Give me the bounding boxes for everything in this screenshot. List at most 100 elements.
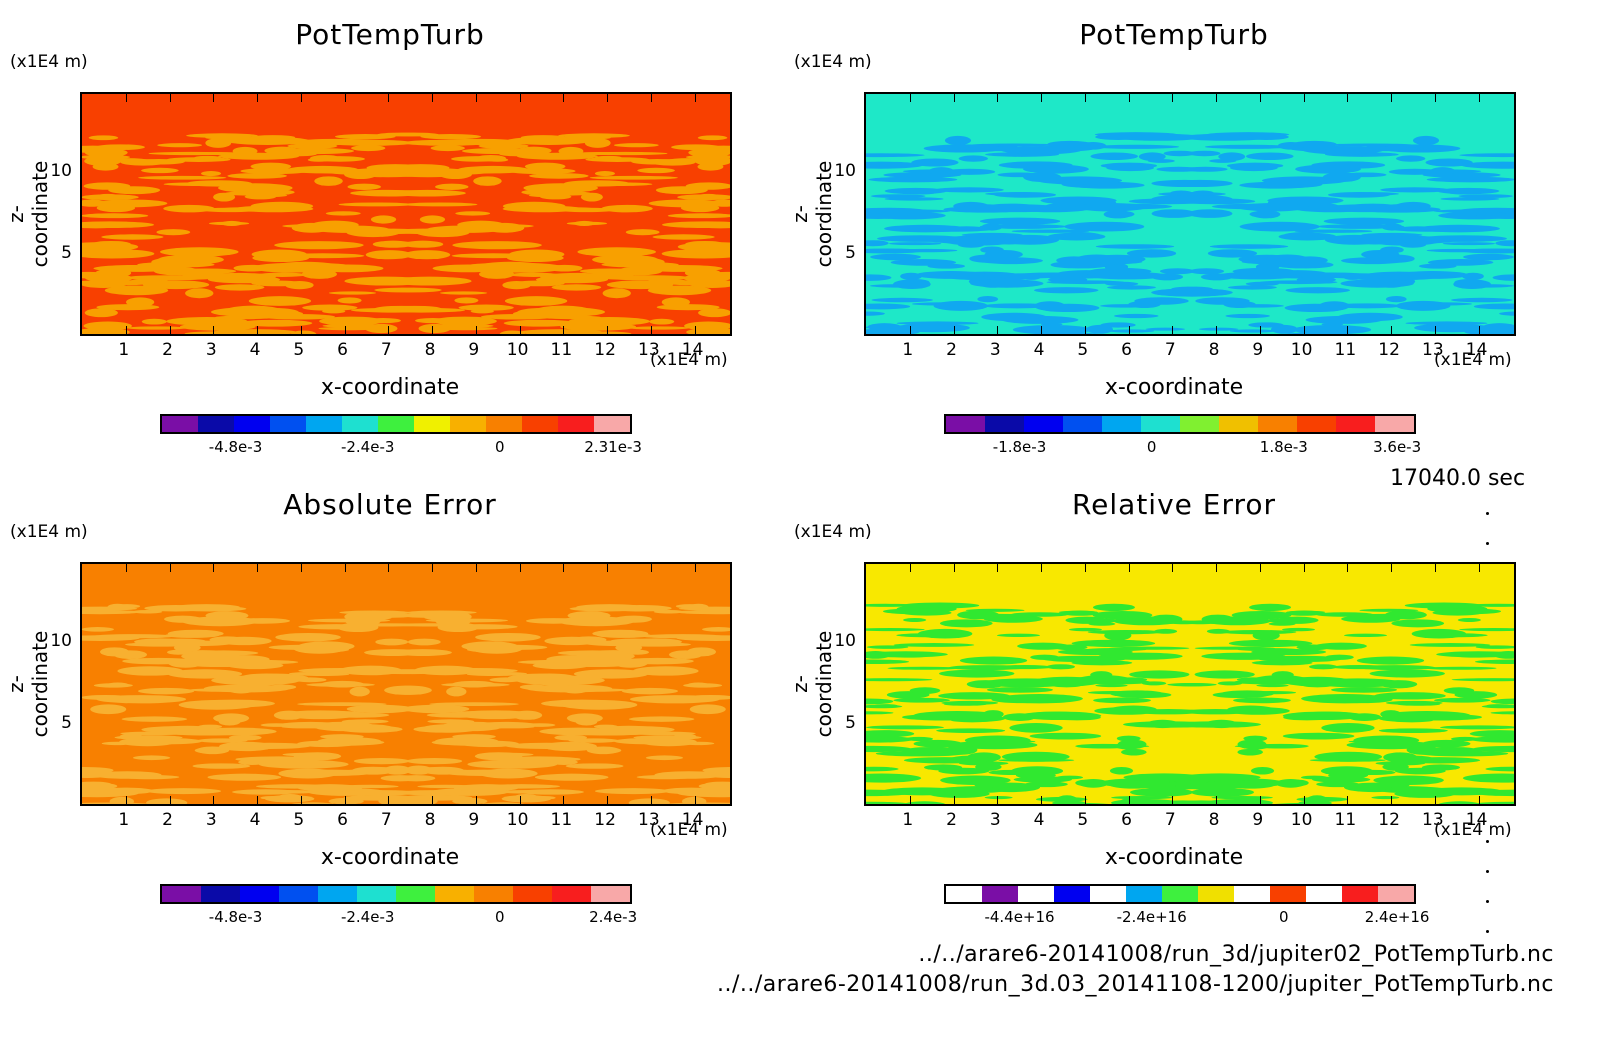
z-unit-label: (x1E4 m) xyxy=(10,52,88,72)
heatmap-blob xyxy=(167,730,248,736)
plot-area xyxy=(80,562,732,806)
heatmap-blob xyxy=(1396,155,1426,162)
heatmap-blob xyxy=(1179,773,1261,782)
heatmap-blob xyxy=(596,632,652,638)
heatmap-blob xyxy=(1317,224,1405,229)
heatmap-blob xyxy=(1433,209,1514,213)
heatmap-blob xyxy=(451,156,502,162)
x-tick-mark xyxy=(432,94,434,102)
x-tick-mark xyxy=(953,564,955,572)
heatmap-blob xyxy=(866,328,920,334)
heatmap-blob xyxy=(1385,786,1447,793)
colorbar-swatch xyxy=(240,886,279,902)
colorbar-swatch xyxy=(985,416,1024,432)
heatmap-blob xyxy=(164,632,220,638)
heatmap-blob xyxy=(82,769,116,778)
heatmap-blob xyxy=(1451,678,1514,682)
x-tick-label: 9 xyxy=(1252,810,1264,830)
heatmap-blob xyxy=(90,704,127,715)
heatmap-blob xyxy=(521,673,578,683)
heatmap-blob xyxy=(95,268,132,278)
colorbar-swatch xyxy=(270,416,306,432)
heatmap-blob xyxy=(1198,327,1239,331)
heatmap-blob xyxy=(1236,677,1269,682)
heatmap-blob xyxy=(506,254,564,263)
heatmap-blob xyxy=(1475,645,1514,649)
heatmap-background xyxy=(82,94,730,334)
colorbar-swatch xyxy=(1054,886,1090,902)
x-tick-mark xyxy=(953,94,955,102)
x-tick-mark xyxy=(953,796,955,804)
heatmap-blob xyxy=(432,316,497,326)
heatmap-blob xyxy=(1090,152,1139,161)
y-tick-label: 5 xyxy=(61,713,72,734)
heatmap-blob xyxy=(1355,206,1441,213)
heatmap-blob xyxy=(677,242,730,252)
heatmap-blob xyxy=(1068,627,1102,632)
heatmap-blob xyxy=(320,680,365,688)
heatmap-blob xyxy=(1064,733,1093,739)
x-tick-label: 6 xyxy=(337,810,348,830)
heatmap-blob xyxy=(141,167,179,174)
heatmap-blob xyxy=(401,796,438,804)
x-tick-label: 8 xyxy=(424,810,436,830)
heatmap-blob xyxy=(114,735,183,740)
heatmap-blob xyxy=(1397,702,1441,706)
heatmap-blob xyxy=(1001,751,1070,762)
heatmap-blob xyxy=(1421,739,1471,748)
heatmap-blob xyxy=(1286,610,1326,614)
heatmap-blob xyxy=(1011,229,1090,233)
x-tick-label: 3 xyxy=(989,340,1001,360)
heatmap-blob xyxy=(84,308,118,318)
x-tick-mark xyxy=(650,796,652,804)
heatmap-blob xyxy=(573,669,649,679)
heatmap-blob xyxy=(419,215,446,224)
heatmap-blob xyxy=(970,279,1044,288)
heatmap-blob xyxy=(982,678,1071,688)
x-tick-mark xyxy=(1172,326,1174,334)
heatmap-blob xyxy=(866,773,922,783)
heatmap-blob xyxy=(561,685,589,694)
heatmap-blob xyxy=(141,318,167,325)
heatmap-blob xyxy=(983,303,1052,309)
colorbar-tick-label: 0 xyxy=(1146,438,1157,456)
heatmap-blob xyxy=(1380,246,1404,254)
heatmap-blob xyxy=(153,266,198,276)
heatmap-blob xyxy=(298,667,385,674)
heatmap-blob xyxy=(1309,664,1338,670)
heatmap-blob xyxy=(201,170,222,177)
z-unit-label: (x1E4 m) xyxy=(794,52,872,72)
heatmap-blob xyxy=(1225,313,1270,319)
x-tick-label: 2 xyxy=(162,340,173,360)
x-tick-mark xyxy=(1041,796,1043,804)
x-tick-mark xyxy=(344,326,346,334)
heatmap-blob xyxy=(669,650,703,659)
heatmap-blob xyxy=(341,719,389,724)
x-tick-label: 14 xyxy=(681,340,704,360)
heatmap-blob xyxy=(1212,691,1269,699)
heatmap-blob xyxy=(144,605,208,612)
heatmap-blob xyxy=(1106,164,1155,172)
heatmap-blob xyxy=(1409,643,1491,647)
chart-title: PotTempTurb xyxy=(1079,18,1269,51)
heatmap-blob xyxy=(312,264,384,273)
x-tick-mark xyxy=(300,796,302,804)
x-tick-mark xyxy=(1084,94,1086,102)
heatmap-blob xyxy=(320,734,364,740)
x-tick-label: 3 xyxy=(989,810,1001,830)
heatmap-blob xyxy=(434,737,499,746)
colorbar-swatch xyxy=(1378,886,1414,902)
heatmap-blob xyxy=(1056,775,1084,780)
x-tick-label: 2 xyxy=(946,810,957,830)
x-tick-mark xyxy=(1259,796,1261,804)
heatmap-blob xyxy=(529,173,589,179)
heatmap-blob xyxy=(1388,275,1434,280)
heatmap-blob xyxy=(566,221,608,226)
x-tick-mark xyxy=(388,326,390,334)
heatmap-blob xyxy=(557,650,628,656)
heatmap-blob xyxy=(979,335,1045,336)
heatmap-blob xyxy=(563,180,630,187)
heatmap-blob xyxy=(181,656,241,666)
heatmap-blob xyxy=(698,308,730,318)
heatmap-blob xyxy=(940,775,1011,786)
